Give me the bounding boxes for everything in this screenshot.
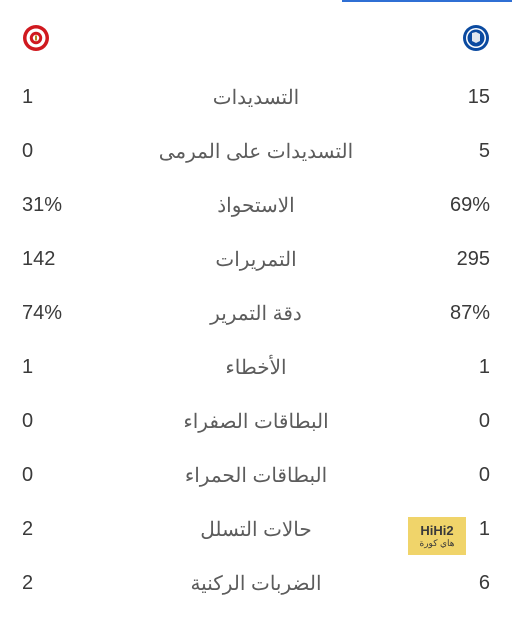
stat-right-value: 69%: [420, 194, 490, 217]
stat-right-value: 0: [420, 410, 490, 433]
stat-label: التسديدات على المرمى: [92, 139, 420, 164]
stat-label: التسديدات: [92, 85, 420, 110]
stat-right-value: 15: [420, 86, 490, 109]
teams-header: [0, 0, 512, 70]
stat-left-value: 2: [22, 572, 92, 595]
stat-row: 2الضربات الركنية6: [22, 556, 490, 610]
stat-row: 0التسديدات على المرمى5: [22, 124, 490, 178]
stat-left-value: 2: [22, 518, 92, 541]
stat-row: 74%دقة التمرير87%: [22, 286, 490, 340]
stat-right-value: 0: [420, 464, 490, 487]
watermark-line2: هاي كورة: [419, 538, 454, 549]
stat-left-value: 0: [22, 464, 92, 487]
team-left-logo: [22, 24, 50, 52]
stat-label: الاستحواذ: [92, 193, 420, 218]
stat-row: 142التمريرات295: [22, 232, 490, 286]
stat-left-value: 31%: [22, 194, 92, 217]
stat-label: الضربات الركنية: [92, 571, 420, 596]
stat-label: التمريرات: [92, 247, 420, 272]
stat-row: 31%الاستحواذ69%: [22, 178, 490, 232]
stat-right-value: 1: [420, 356, 490, 379]
stat-label: حالات التسلل: [92, 517, 420, 542]
stat-right-value: 5: [420, 140, 490, 163]
stat-left-value: 0: [22, 410, 92, 433]
stat-row: 1الأخطاء1: [22, 340, 490, 394]
stat-row: 0البطاقات الصفراء0: [22, 394, 490, 448]
stat-right-value: 87%: [420, 302, 490, 325]
stat-label: البطاقات الحمراء: [92, 463, 420, 488]
stat-left-value: 74%: [22, 302, 92, 325]
team-right-logo: [462, 24, 490, 52]
watermark: HiHi2 هاي كورة: [408, 517, 466, 555]
stat-left-value: 1: [22, 356, 92, 379]
stat-right-value: 295: [420, 248, 490, 271]
stat-left-value: 1: [22, 86, 92, 109]
stat-label: دقة التمرير: [92, 301, 420, 326]
stat-label: الأخطاء: [92, 355, 420, 380]
stat-right-value: 6: [420, 572, 490, 595]
stat-row: 1التسديدات15: [22, 70, 490, 124]
tab-indicator: [342, 0, 512, 2]
stat-row: 0البطاقات الحمراء0: [22, 448, 490, 502]
watermark-line1: HiHi2: [420, 523, 453, 538]
stat-left-value: 142: [22, 248, 92, 271]
stat-label: البطاقات الصفراء: [92, 409, 420, 434]
stat-left-value: 0: [22, 140, 92, 163]
